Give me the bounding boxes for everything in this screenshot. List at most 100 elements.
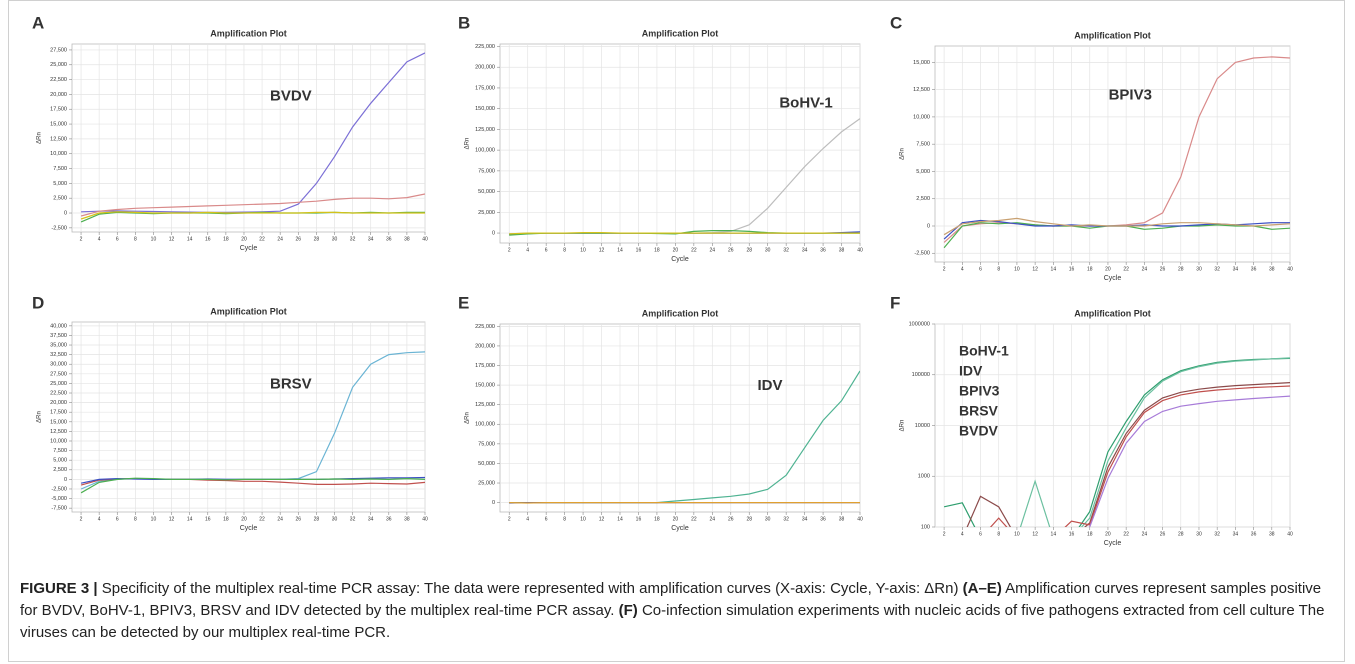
x-tick-label: 4 bbox=[526, 247, 529, 253]
x-tick-label: 4 bbox=[526, 516, 529, 522]
y-tick-label: 200,000 bbox=[475, 65, 495, 71]
y-tick-label: 25,000 bbox=[478, 210, 495, 216]
x-tick-label: 4 bbox=[98, 236, 101, 242]
y-tick-label: 27,500 bbox=[50, 47, 67, 53]
x-tick-label: 36 bbox=[820, 247, 826, 253]
x-tick-label: 8 bbox=[134, 236, 137, 242]
x-tick-label: 10 bbox=[580, 516, 586, 522]
x-tick-label: 16 bbox=[1069, 531, 1075, 537]
x-tick-label: 40 bbox=[1287, 531, 1293, 537]
x-tick-label: 12 bbox=[1032, 531, 1038, 537]
x-tick-label: 30 bbox=[332, 236, 338, 242]
series-line bbox=[81, 52, 425, 213]
x-tick-label: 8 bbox=[997, 266, 1000, 272]
x-tick-label: 24 bbox=[710, 516, 716, 522]
x-tick-label: 2 bbox=[943, 266, 946, 272]
series-group bbox=[509, 118, 860, 236]
y-axis-label: ΔRn bbox=[900, 148, 906, 160]
annotation: BRSV bbox=[959, 403, 999, 419]
y-tick-label: 10,000 bbox=[50, 151, 67, 157]
y-tick-label: 15,000 bbox=[913, 60, 930, 66]
series-line bbox=[1088, 395, 1290, 527]
y-tick-label: 2,500 bbox=[916, 196, 930, 202]
y-tick-label: 10,000 bbox=[913, 114, 930, 120]
y-tick-label: 20,000 bbox=[50, 400, 67, 406]
y-tick-label: 2,500 bbox=[53, 196, 67, 202]
x-tick-label: 26 bbox=[1160, 531, 1166, 537]
plot-area bbox=[934, 45, 1291, 263]
y-tick-label: 25,000 bbox=[478, 480, 495, 486]
x-tick-label: 32 bbox=[783, 247, 789, 253]
y-tick-label: 175,000 bbox=[475, 363, 495, 369]
series-line bbox=[943, 357, 1290, 527]
x-tick-label: 10 bbox=[151, 236, 157, 242]
y-tick-label: 12,500 bbox=[50, 429, 67, 435]
y-tick-label: 75,000 bbox=[478, 441, 495, 447]
y-tick-label: 7,500 bbox=[53, 166, 67, 172]
y-tick-label: 1000 bbox=[918, 474, 930, 480]
x-tick-label: 38 bbox=[839, 516, 845, 522]
y-tick-label: 0 bbox=[927, 223, 930, 229]
x-tick-label: 24 bbox=[277, 516, 283, 522]
x-tick-label: 28 bbox=[1178, 531, 1184, 537]
y-tick-label: 22,500 bbox=[50, 390, 67, 396]
caption-text: Specificity of the multiplex real-time P… bbox=[101, 580, 959, 597]
x-tick-label: 36 bbox=[386, 236, 392, 242]
y-tick-label: 7,500 bbox=[53, 448, 67, 454]
y-tick-label: -2,500 bbox=[914, 251, 930, 257]
y-tick-label: 50,000 bbox=[478, 189, 495, 195]
x-tick-label: 12 bbox=[599, 247, 605, 253]
series-line bbox=[989, 385, 1290, 527]
x-tick-label: 18 bbox=[654, 516, 660, 522]
x-tick-label: 16 bbox=[636, 247, 642, 253]
chart-title: Amplification Plot bbox=[1074, 30, 1151, 40]
panel-label: F bbox=[890, 293, 900, 312]
x-tick-label: 16 bbox=[205, 236, 211, 242]
x-tick-label: 36 bbox=[386, 516, 392, 522]
y-tick-label: 10,000 bbox=[50, 438, 67, 444]
x-tick-label: 10 bbox=[580, 247, 586, 253]
caption: FIGURE 3 | Specificity of the multiplex … bbox=[20, 578, 1338, 644]
x-tick-label: 4 bbox=[98, 516, 101, 522]
y-tick-label: 37,500 bbox=[50, 333, 67, 339]
x-tick-label: 36 bbox=[820, 516, 826, 522]
y-tick-label: 100000 bbox=[912, 372, 930, 378]
caption-ref: (A–E) bbox=[962, 580, 1002, 597]
y-tick-label: -2,500 bbox=[51, 486, 67, 492]
x-tick-label: 26 bbox=[296, 236, 302, 242]
panel: E Amplification Plot Cycle ΔRn 0 25,000 50,000… bbox=[458, 293, 863, 531]
y-tick-label: 35,000 bbox=[50, 342, 67, 348]
y-axis-label: ΔRn bbox=[900, 420, 906, 432]
y-tick-label: 17,500 bbox=[50, 107, 67, 113]
x-tick-label: 24 bbox=[710, 247, 716, 253]
y-tick-label: 32,500 bbox=[50, 352, 67, 358]
x-tick-label: 6 bbox=[116, 516, 119, 522]
y-axis-label: ΔRn bbox=[465, 412, 471, 424]
x-tick-label: 22 bbox=[1123, 266, 1129, 272]
x-axis-label: Cycle bbox=[240, 245, 258, 252]
x-tick-label: 22 bbox=[259, 236, 265, 242]
x-tick-label: 28 bbox=[1178, 266, 1184, 272]
x-tick-label: 14 bbox=[1051, 531, 1057, 537]
y-tick-label: 50,000 bbox=[478, 461, 495, 467]
x-tick-label: 2 bbox=[508, 516, 511, 522]
x-tick-label: 8 bbox=[563, 247, 566, 253]
x-tick-label: 2 bbox=[508, 247, 511, 253]
x-tick-label: 2 bbox=[80, 516, 83, 522]
panel-label: D bbox=[32, 293, 44, 312]
y-tick-label: 15,000 bbox=[50, 419, 67, 425]
series-line bbox=[509, 232, 860, 235]
panel: A Amplification Plot Cycle ΔRn -2,500 0 2,500 5… bbox=[32, 13, 428, 251]
x-axis-label: Cycle bbox=[240, 525, 258, 532]
x-tick-label: 16 bbox=[636, 516, 642, 522]
x-tick-label: 28 bbox=[314, 516, 320, 522]
series-group bbox=[80, 351, 425, 494]
panel: B Amplification Plot Cycle ΔRn 0 25,000 50,000… bbox=[458, 13, 863, 262]
x-tick-label: 12 bbox=[1032, 266, 1038, 272]
chart-title: Amplification Plot bbox=[642, 28, 719, 38]
panel-label: A bbox=[32, 13, 44, 32]
y-tick-label: 22,500 bbox=[50, 77, 67, 83]
x-tick-label: 6 bbox=[979, 266, 982, 272]
x-tick-label: 34 bbox=[368, 236, 374, 242]
